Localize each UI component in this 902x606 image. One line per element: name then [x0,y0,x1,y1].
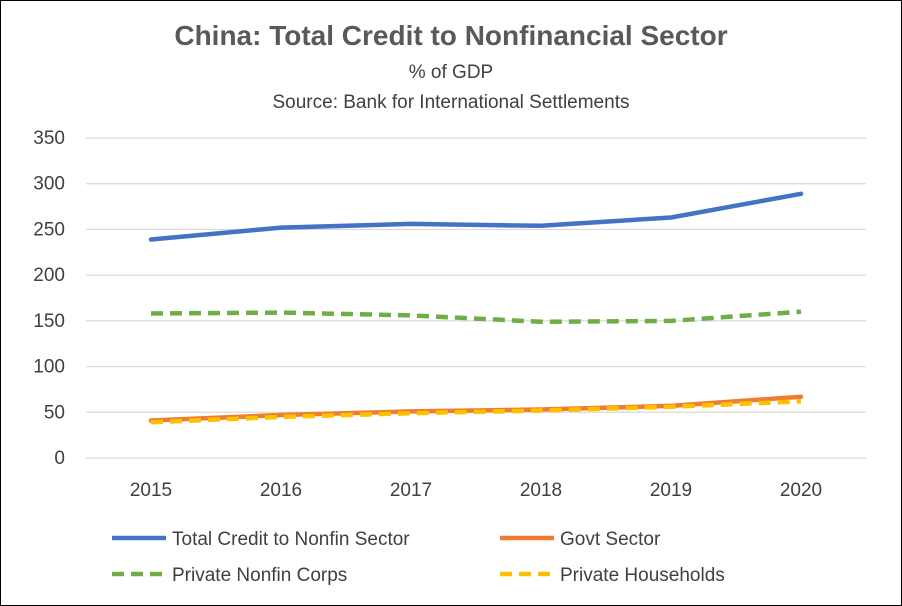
legend-label-3: Private Households [560,565,725,586]
y-tick-label: 100 [33,357,65,378]
x-tick-label: 2017 [390,480,432,501]
series-line-0 [148,191,804,242]
legend-label-0: Total Credit to Nonfin Sector [172,529,410,550]
series-line-2 [150,309,802,325]
legend: Total Credit to Nonfin Sector Govt Sector… [112,529,725,586]
series-lines [148,191,804,425]
gridlines [86,137,866,459]
x-tick-label: 2020 [780,480,822,501]
series-line-3 [150,399,802,425]
legend-label-1: Govt Sector [560,529,661,550]
y-tick-label: 200 [33,265,65,286]
y-tick-label: 350 [33,128,65,149]
legend-label-2: Private Nonfin Corps [172,565,347,586]
y-tick-label: 150 [33,311,65,332]
y-tick-label: 300 [33,174,65,195]
x-tick-label: 2018 [520,480,562,501]
x-axis-ticks: 2015 2016 2017 2018 2019 2020 [130,480,822,501]
y-tick-label: 250 [33,219,65,240]
chart-source: Source: Bank for International Settlemen… [272,92,630,113]
y-tick-label: 50 [44,402,65,423]
y-tick-label: 0 [54,448,65,469]
chart-subtitle: % of GDP [408,62,494,83]
x-tick-label: 2016 [260,480,302,501]
y-axis-ticks: 0 50 100 150 200 250 300 350 [33,128,65,469]
x-tick-label: 2015 [130,480,172,501]
x-tick-label: 2019 [650,480,692,501]
chart-title: China: Total Credit to Nonfinancial Sect… [174,20,728,51]
